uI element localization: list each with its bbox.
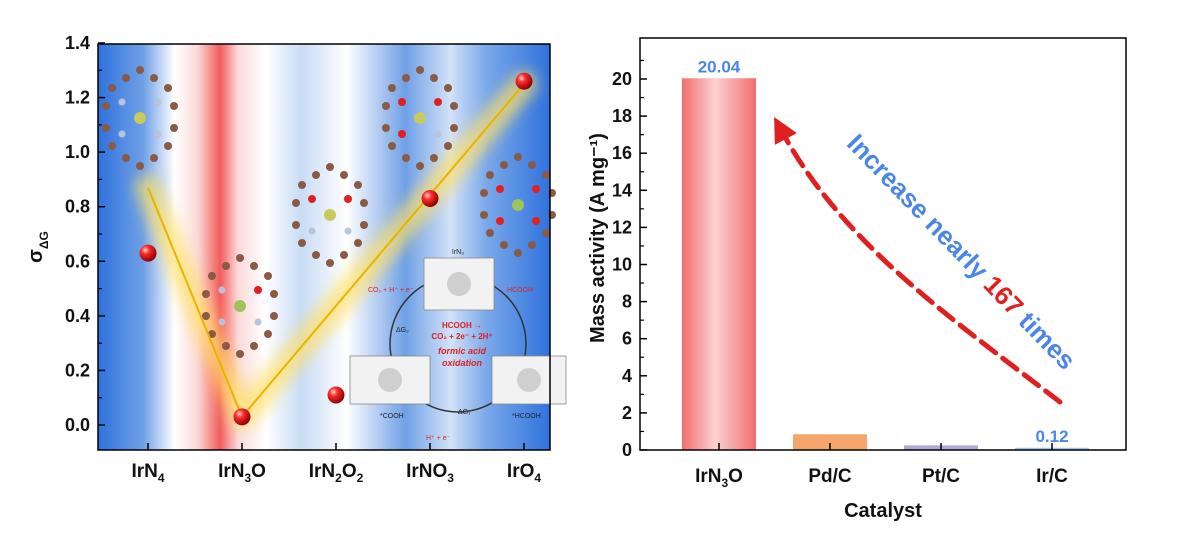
data-points bbox=[139, 72, 533, 426]
inset-title-line-1: formic acid bbox=[438, 346, 487, 356]
right-y-tick-label: 6 bbox=[622, 329, 632, 349]
right-y-tick-label: 0 bbox=[622, 440, 632, 460]
right-x-tick-label-sub1: 3 bbox=[721, 476, 728, 490]
right-y-tick-label: 4 bbox=[622, 366, 632, 386]
structure-irn4 bbox=[102, 66, 178, 170]
inset-title-line-2: oxidation bbox=[442, 358, 483, 368]
inset-reaction-line-2: CO₂ + 2e⁻ + 2H⁺ bbox=[431, 332, 492, 341]
inset-left-bottom: *COOH bbox=[380, 413, 404, 420]
inset-reaction-line-1: HCOOH → bbox=[442, 321, 482, 330]
left-y-tick-label: 0.2 bbox=[65, 360, 90, 380]
right-x-tick-label: Pd/C bbox=[808, 466, 852, 487]
left-y-tick-label: 1.4 bbox=[65, 33, 90, 53]
right-x-tick-label: Pt/C bbox=[922, 466, 960, 487]
inset-bottom-mid: ΔG₁ bbox=[458, 409, 471, 416]
right-x-tick-label: IrN3O bbox=[695, 466, 743, 490]
left-x-tick-label-mid: O bbox=[251, 461, 266, 482]
bar-value-label: 20.04 bbox=[698, 57, 741, 76]
data-point bbox=[421, 190, 439, 208]
left-y-tick-label: 1.2 bbox=[65, 88, 90, 108]
value-labels: 20.04 0.12 bbox=[698, 57, 1069, 446]
right-y-tick-label: 18 bbox=[612, 106, 632, 126]
left-x-tick-label: IrN3O bbox=[218, 461, 266, 485]
left-x-tick-label-sub1: 4 bbox=[534, 471, 541, 485]
annotation-prefix: Increase nearly bbox=[841, 128, 999, 290]
left-y-tick-label: 1.0 bbox=[65, 142, 90, 162]
right-x-axis: IrN3O Pd/C Pt/C Ir/C bbox=[695, 443, 1068, 490]
left-x-tick-label: IrN2O2 bbox=[309, 461, 364, 485]
left-x-tick-label-sub1: 4 bbox=[158, 471, 165, 485]
inset-left-top: CO₂ + H⁺ + e⁻ bbox=[368, 287, 414, 294]
right-x-tick-label-base: Ir/C bbox=[1036, 466, 1068, 487]
left-y-axis-subscript: ΔG bbox=[37, 231, 51, 249]
right-y-tick-label: 16 bbox=[612, 143, 632, 163]
right-y-axis: 0 2 4 6 8 10 12 14 16 18 20 bbox=[612, 59, 647, 460]
right-y-tick-label: 2 bbox=[622, 403, 632, 423]
data-point bbox=[515, 72, 533, 90]
structure-irno3 bbox=[382, 66, 458, 170]
left-x-tick-label-sub1: 3 bbox=[447, 471, 454, 485]
right-chart: 20.04 0.12 Increase nearly 167 times 0 2 4 6… bbox=[587, 37, 1127, 522]
right-y-tick-label: 10 bbox=[612, 255, 632, 275]
right-x-tick-label-mid: O bbox=[728, 466, 743, 487]
left-y-tick-label: 0.8 bbox=[65, 197, 90, 217]
left-y-axis-symbol: σ bbox=[25, 249, 47, 263]
increase-arrow bbox=[774, 116, 1063, 405]
left-x-tick-label-sub2: 2 bbox=[357, 471, 364, 485]
annotation-suffix: times bbox=[1008, 301, 1082, 376]
left-plot-frame bbox=[97, 43, 551, 451]
structure-irn3o bbox=[202, 254, 278, 358]
left-x-tick-label: IrN4 bbox=[131, 461, 164, 485]
right-plot-frame bbox=[639, 37, 1127, 451]
left-x-tick-label-base: IrN bbox=[218, 461, 244, 482]
data-point bbox=[327, 386, 345, 404]
data-point bbox=[139, 244, 157, 262]
bar bbox=[793, 434, 867, 450]
right-x-tick-label-base: Pt/C bbox=[922, 466, 960, 487]
right-y-tick-label: 14 bbox=[612, 180, 632, 200]
bar bbox=[682, 78, 756, 451]
left-x-axis: IrN4 IrN3O IrN2O2 IrNO3 IrO4 bbox=[131, 443, 541, 485]
inset-right-top: HCOOH bbox=[507, 287, 533, 294]
left-x-tick-label: IrO4 bbox=[507, 461, 541, 485]
bar-value-label: 0.12 bbox=[1035, 427, 1068, 446]
data-point bbox=[233, 408, 251, 426]
left-y-tick-label: 0.6 bbox=[65, 251, 90, 271]
structure-irn2o2 bbox=[292, 163, 368, 267]
left-x-tick-label-base: IrNO bbox=[406, 461, 447, 482]
inset-right-bottom: *HCOOH bbox=[512, 413, 541, 420]
left-x-tick-label-base: IrO bbox=[507, 461, 534, 482]
right-x-tick-label-base: Pd/C bbox=[808, 466, 852, 487]
reaction-cycle-inset: IrN₃ HCOOH → CO₂ + 2e⁻ + 2H⁺ formic acid… bbox=[349, 249, 567, 442]
right-y-axis-title: Mass activity (A mg⁻¹) bbox=[587, 133, 609, 343]
increase-annotation: Increase nearly 167 times bbox=[841, 128, 1081, 376]
left-x-tick-label: IrNO3 bbox=[406, 461, 454, 485]
left-y-axis: 0.0 0.2 0.4 0.6 0.8 1.0 1.2 1.4 bbox=[65, 33, 105, 435]
left-y-tick-label: 0.4 bbox=[65, 306, 90, 326]
right-y-tick-label: 8 bbox=[622, 292, 632, 312]
right-x-axis-title: Catalyst bbox=[844, 500, 922, 522]
left-y-axis-title: σΔG bbox=[25, 231, 51, 263]
left-chart: IrN₃ HCOOH → CO₂ + 2e⁻ + 2H⁺ formic acid… bbox=[25, 33, 567, 485]
left-y-tick-label: 0.0 bbox=[65, 415, 90, 435]
left-x-tick-label-base: IrN bbox=[309, 461, 335, 482]
left-x-tick-label-base: IrN bbox=[131, 461, 157, 482]
inset-bottom-left: H⁺ + e⁻ bbox=[426, 435, 451, 442]
left-x-tick-label-sub1: 2 bbox=[335, 471, 342, 485]
left-x-tick-label-sub1: 3 bbox=[244, 471, 251, 485]
right-y-tick-label: 12 bbox=[612, 217, 632, 237]
left-x-tick-label-mid: O bbox=[342, 461, 357, 482]
right-y-tick-label: 20 bbox=[612, 69, 632, 89]
right-x-tick-label: Ir/C bbox=[1036, 466, 1068, 487]
right-x-tick-label-base: IrN bbox=[695, 466, 721, 487]
inset-top-label: IrN₃ bbox=[452, 249, 464, 256]
inset-left-mid: ΔG₂ bbox=[396, 327, 409, 334]
